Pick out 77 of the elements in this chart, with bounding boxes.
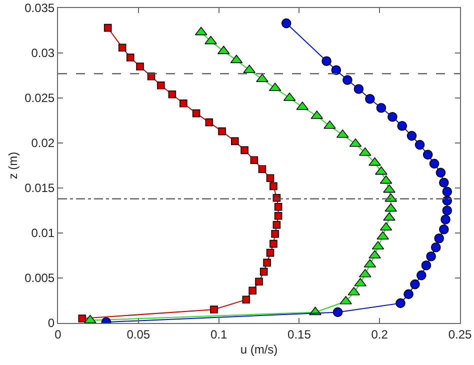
point [271, 230, 279, 238]
point [270, 182, 278, 190]
point [368, 157, 381, 166]
point [388, 112, 398, 122]
point [258, 165, 266, 173]
y-axis-title: z (m) [6, 152, 20, 180]
point [397, 121, 408, 131]
point [260, 268, 268, 276]
point [126, 54, 134, 62]
point [242, 296, 250, 304]
point [331, 65, 342, 75]
point [192, 109, 200, 118]
point [205, 118, 214, 126]
point [442, 206, 452, 216]
point [375, 166, 388, 175]
point [218, 127, 226, 136]
point [322, 56, 332, 66]
point [78, 314, 86, 322]
y-tick-label: 0.015 [24, 181, 55, 196]
point [434, 234, 444, 244]
point [365, 94, 375, 104]
point [426, 252, 436, 262]
y-tick-label: 0.03 [31, 46, 55, 60]
point [274, 212, 282, 220]
point [332, 307, 343, 318]
point [376, 103, 386, 113]
x-axis-title: u (m/s) [240, 342, 278, 356]
point [440, 214, 450, 224]
point [255, 278, 263, 286]
point [416, 270, 426, 280]
point [240, 146, 248, 154]
point [266, 174, 274, 182]
point [263, 258, 271, 267]
point [270, 240, 278, 248]
point [383, 212, 396, 221]
point [439, 178, 449, 188]
point [430, 242, 441, 252]
x-tick-label: 0.05 [126, 327, 150, 342]
x-tick-label: 0.2 [371, 327, 388, 342]
point [354, 84, 364, 94]
point [436, 168, 446, 178]
point [204, 36, 217, 44]
point [250, 156, 258, 164]
y-tick-label: 0.01 [31, 226, 55, 240]
y-tick-label: 0.005 [24, 271, 55, 286]
y-tick-label: 0.02 [31, 136, 55, 150]
x-tick-label: 0.15 [288, 327, 312, 342]
point [210, 306, 218, 314]
y-tick-label: 0 [48, 316, 55, 330]
point [272, 221, 281, 229]
x-tick-label: 0.25 [448, 327, 472, 342]
point [410, 279, 420, 290]
point [180, 100, 188, 108]
point [406, 130, 417, 141]
point [383, 184, 396, 193]
point [274, 203, 282, 211]
point [104, 24, 112, 32]
y-tick-label: 0.035 [24, 1, 55, 16]
point [281, 18, 292, 28]
point [118, 44, 126, 52]
point [442, 186, 452, 196]
point [439, 224, 449, 234]
point [168, 90, 176, 98]
x-tick-label: 0.1 [210, 327, 228, 342]
point [230, 137, 239, 146]
point [157, 82, 165, 90]
point [266, 248, 274, 257]
point [396, 298, 406, 308]
point [421, 260, 432, 270]
point [136, 62, 144, 70]
point [248, 286, 256, 294]
point [342, 75, 352, 85]
y-tick-label: 0.025 [24, 91, 55, 106]
point [429, 158, 440, 169]
point [422, 150, 433, 160]
point [404, 289, 414, 300]
point [414, 140, 425, 150]
